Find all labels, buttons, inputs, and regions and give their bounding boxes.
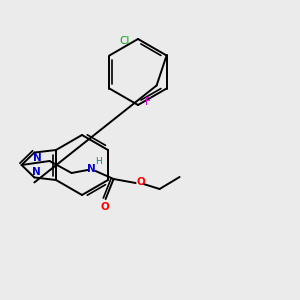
Text: Cl: Cl (120, 36, 130, 46)
Text: O: O (100, 202, 109, 212)
Text: O: O (136, 177, 145, 187)
Text: N: N (87, 164, 96, 174)
Text: N: N (32, 167, 41, 177)
Text: N: N (33, 152, 42, 163)
Text: H: H (95, 158, 102, 166)
Text: F: F (145, 97, 151, 107)
